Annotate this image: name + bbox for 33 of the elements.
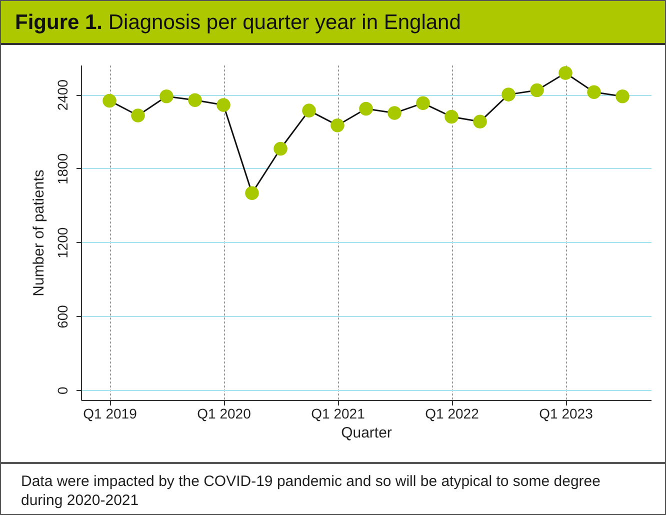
- point: [216, 98, 230, 112]
- point: [160, 90, 174, 104]
- point: [388, 106, 402, 120]
- x-tick-label: Q1 2022: [425, 406, 480, 422]
- point: [530, 83, 544, 98]
- x-axis-title: Quarter: [341, 424, 392, 442]
- point: [444, 110, 458, 124]
- y-axis-title: Number of patients: [30, 170, 48, 296]
- chart-title: Figure 1. Diagnosis per quarter year in England: [15, 11, 461, 35]
- point: [102, 94, 116, 108]
- y-tick-label: 0: [54, 386, 70, 395]
- x-tick-label: Q1 2021: [311, 406, 366, 422]
- point: [359, 102, 373, 116]
- y-tick-label: 1800: [54, 153, 70, 185]
- point: [416, 96, 430, 110]
- x-tick-label: Q1 2020: [197, 406, 252, 422]
- y-tick-label: 600: [54, 304, 70, 328]
- point: [473, 114, 487, 129]
- point: [616, 90, 630, 104]
- x-tick-label: Q1 2019: [83, 406, 138, 422]
- y-tick-label: 2400: [54, 79, 70, 111]
- point: [330, 118, 344, 132]
- point: [245, 186, 259, 200]
- y-tick-label: 1200: [54, 227, 70, 258]
- point: [274, 142, 288, 156]
- point: [131, 108, 145, 122]
- point: [302, 104, 316, 118]
- point: [558, 66, 572, 80]
- point: [188, 93, 202, 107]
- text: Data were impacted by the COVID-19 pandemic and so will be atypical to some degree during 2020-2021: [21, 472, 602, 510]
- point: [587, 85, 601, 99]
- x-tick-label: Q1 2023: [539, 406, 594, 422]
- point: [502, 88, 516, 102]
